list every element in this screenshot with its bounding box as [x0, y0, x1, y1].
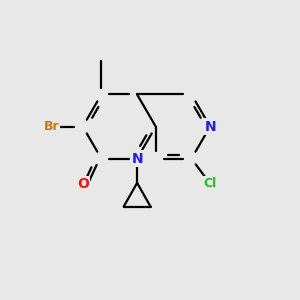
Text: N: N [131, 152, 143, 166]
Text: Cl: Cl [203, 177, 217, 190]
Text: Br: Br [44, 120, 59, 133]
Text: N: N [204, 119, 216, 134]
Text: O: O [77, 177, 89, 191]
